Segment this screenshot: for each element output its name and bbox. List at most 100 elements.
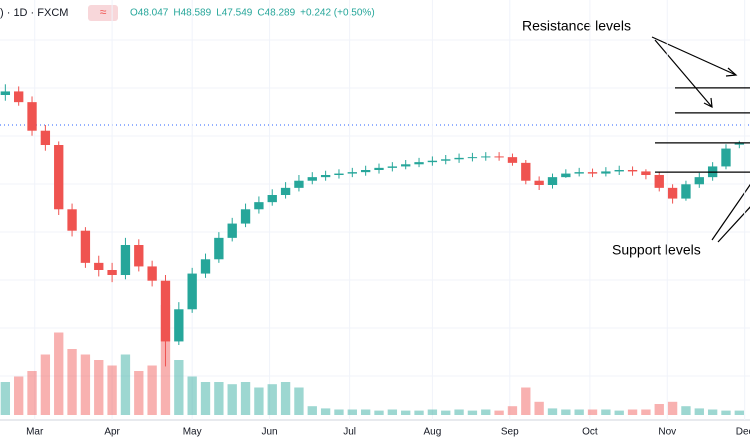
candle-body — [214, 237, 224, 260]
candle-body — [467, 157, 478, 159]
candle-body — [614, 170, 624, 172]
volume-bar — [294, 387, 304, 415]
ohlc-value: O48.047 — [130, 8, 169, 19]
candle-body — [534, 180, 544, 185]
volume-bar — [414, 410, 424, 415]
volume-bar — [707, 409, 718, 415]
volume-bar — [427, 409, 438, 415]
volume-bar — [641, 409, 651, 415]
ohlc-value: +0.242 (+0.50%) — [300, 8, 375, 19]
volume-bar — [734, 410, 744, 415]
candle-body — [494, 156, 504, 158]
candle-body — [280, 187, 291, 195]
x-tick-label: Apr — [104, 427, 120, 438]
x-tick-label: Sep — [501, 427, 519, 438]
x-tick-label: May — [183, 427, 202, 438]
volume-bar — [120, 354, 131, 415]
candle-body — [40, 130, 51, 145]
arrows — [651, 36, 750, 243]
candle-body — [507, 157, 518, 163]
candle-body — [307, 177, 317, 181]
volume-bar — [401, 410, 411, 415]
candle-body — [320, 175, 331, 178]
volume-bar — [547, 408, 558, 415]
candle-body — [160, 280, 171, 342]
volume-bar — [561, 409, 571, 415]
volume-bar — [280, 382, 291, 415]
candle-body — [667, 187, 678, 199]
legend-header: ) · 1D · FXCM ≈ O48.047 H48.589 L47.549 C48… — [0, 5, 375, 21]
volume-bar — [134, 371, 144, 415]
candle-body — [481, 156, 491, 158]
volume-bar — [254, 387, 264, 415]
candle-body — [681, 184, 691, 199]
candle-body — [374, 167, 384, 170]
candle-body — [547, 177, 558, 185]
x-tick-label: Aug — [423, 427, 441, 438]
ohlc-value: L47.549 — [216, 8, 253, 19]
candle-body — [14, 91, 24, 103]
candle-body — [147, 266, 157, 281]
candle-body — [694, 177, 704, 185]
candle-body — [347, 172, 357, 174]
volume-bar — [627, 409, 638, 415]
volume-bar — [267, 384, 277, 415]
candle-body — [254, 202, 264, 210]
volume-bar — [494, 410, 504, 415]
candle-body — [561, 173, 571, 178]
candle-body — [414, 162, 424, 165]
volume-bar — [227, 384, 237, 415]
candle-body — [734, 142, 744, 145]
candle-body — [521, 162, 531, 181]
candle-body — [294, 180, 304, 188]
volume-bar — [454, 409, 464, 415]
candle-body — [267, 195, 277, 203]
candle-body — [120, 245, 131, 275]
candle-body — [427, 160, 438, 163]
candle-body — [334, 173, 344, 175]
volume-bar — [654, 404, 664, 415]
candle-body — [627, 170, 638, 172]
volume-bar — [147, 365, 157, 415]
horizontal-grid — [0, 39, 750, 377]
volume-bar — [467, 410, 478, 415]
candle-body — [187, 273, 197, 310]
volume-bar — [681, 406, 691, 415]
candle-body — [587, 172, 598, 174]
candle-body — [601, 171, 611, 174]
candle-body — [227, 223, 237, 238]
volume-bar — [54, 332, 64, 415]
volume-bar — [80, 354, 91, 415]
candle-body — [721, 148, 731, 167]
volume-bar — [601, 409, 611, 415]
x-tick-label: Dec — [736, 427, 750, 438]
badge: ≈ — [100, 5, 107, 19]
x-tick-label: Jun — [262, 427, 278, 438]
volume-bar — [320, 408, 331, 415]
volume-bar — [174, 360, 184, 415]
volume-bar — [521, 387, 531, 415]
volume-bar — [614, 410, 624, 415]
volume-bar — [240, 382, 251, 415]
candle-body — [441, 159, 451, 161]
volume-bar — [667, 401, 678, 415]
x-tick-label: Nov — [658, 427, 676, 438]
volume-bar — [214, 382, 224, 415]
volume-bar — [27, 371, 37, 415]
volume-bar — [721, 410, 731, 415]
candle-body — [0, 91, 11, 95]
volume-bar — [481, 409, 491, 415]
volume-bar — [534, 401, 544, 415]
x-tick-label: Mar — [26, 427, 44, 438]
volume-bar — [574, 409, 584, 415]
candle-body — [94, 262, 104, 270]
candle-body — [134, 245, 144, 267]
candle-body — [80, 230, 91, 263]
volume-bar — [107, 365, 117, 415]
volume-bar — [0, 382, 11, 415]
candle-body — [654, 175, 664, 188]
candle-body — [641, 171, 651, 175]
badge-bg — [88, 5, 118, 21]
candle-body — [360, 170, 371, 173]
